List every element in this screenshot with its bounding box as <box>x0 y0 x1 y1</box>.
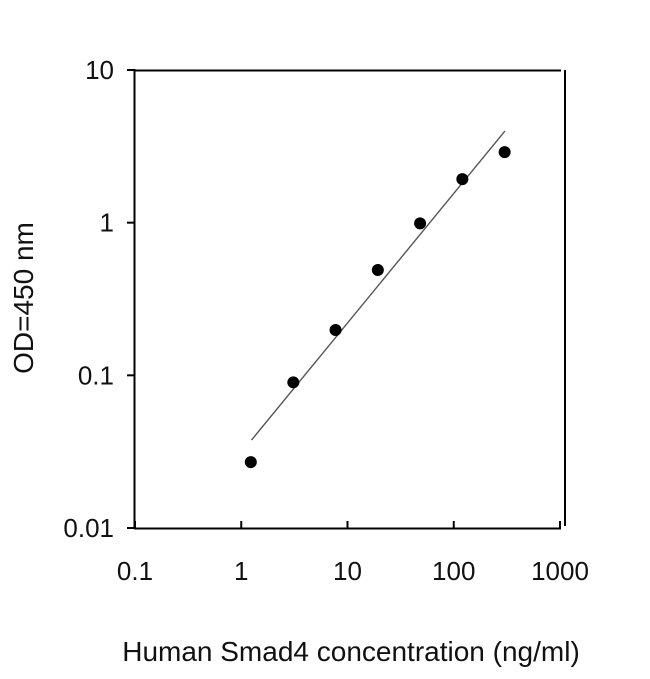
x-tick-label: 0.1 <box>117 556 153 586</box>
y-tick-label: 0.01 <box>63 513 114 543</box>
plot-frame <box>133 69 566 530</box>
x-tick-label: 10 <box>333 556 362 586</box>
data-point-marker <box>456 173 469 186</box>
x-tick-label: 100 <box>432 556 475 586</box>
data-point-marker <box>371 263 384 276</box>
y-tick-label: 1 <box>100 208 114 238</box>
y-axis-ticks: 0.01 0.1 1 10 <box>63 55 135 543</box>
y-axis-title: OD=450 nm <box>8 222 39 374</box>
y-tick-label: 10 <box>85 55 114 85</box>
x-tick-label: 1000 <box>531 556 589 586</box>
x-axis-title: Human Smad4 concentration (ng/ml) <box>122 636 580 667</box>
data-point-marker <box>287 376 300 389</box>
x-axis-ticks: 0.1 1 10 100 1000 <box>117 521 589 586</box>
x-tick-label: 1 <box>234 556 248 586</box>
data-point-marker <box>244 456 257 469</box>
data-point-marker <box>329 324 342 337</box>
y-tick-label: 0.1 <box>78 360 114 390</box>
data-point-marker <box>414 217 427 230</box>
data-point-marker <box>498 146 511 159</box>
data-points <box>244 146 511 469</box>
